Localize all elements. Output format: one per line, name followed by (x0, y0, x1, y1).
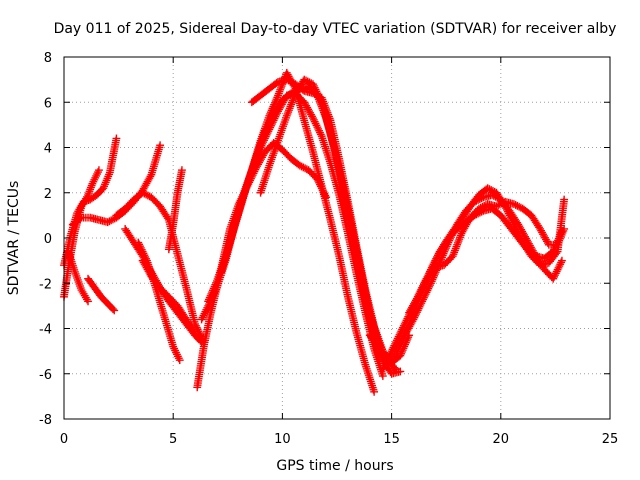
y-tick-label: 0 (44, 232, 52, 247)
series-arc-20 (405, 197, 569, 317)
x-tick-label: 0 (60, 432, 68, 447)
x-tick-label: 25 (602, 432, 619, 447)
data-point (175, 356, 184, 365)
data-point (156, 141, 164, 150)
data-point (396, 367, 405, 376)
data-point (178, 166, 186, 175)
series-arc-10 (164, 166, 186, 254)
y-tick-label: -6 (39, 368, 52, 383)
x-tick-label: 10 (274, 432, 291, 447)
y-tick-label: 4 (44, 142, 52, 157)
y-tick-label: -4 (39, 323, 52, 338)
x-tick-label: 15 (383, 432, 400, 447)
series-arc-4 (84, 274, 119, 315)
y-tick-label: 8 (44, 51, 52, 66)
y-tick-label: 2 (44, 187, 52, 202)
data-point (560, 195, 569, 204)
data-point (558, 256, 566, 265)
x-tick-label: 5 (169, 432, 177, 447)
data-point (112, 134, 121, 143)
data-point (560, 225, 569, 233)
series-arc-9 (138, 256, 199, 337)
y-tick-label: -8 (39, 413, 52, 428)
y-tick-label: 6 (44, 96, 52, 111)
chart-title: Day 011 of 2025, Sidereal Day-to-day VTE… (54, 21, 617, 37)
data-point (191, 329, 199, 337)
series-arc-16 (256, 75, 405, 378)
y-axis-label: SDTVAR / TECUs (6, 181, 22, 296)
data-points-layer (60, 68, 569, 396)
x-tick-label: 20 (493, 432, 510, 447)
y-tick-label: -2 (39, 277, 52, 292)
data-point (110, 306, 119, 315)
data-point (370, 387, 379, 396)
data-point (84, 297, 92, 306)
data-point (95, 166, 103, 175)
data-point (109, 305, 117, 313)
series-arc-3 (64, 247, 92, 306)
data-point (378, 372, 387, 380)
x-axis-label: GPS time / hours (276, 458, 393, 474)
